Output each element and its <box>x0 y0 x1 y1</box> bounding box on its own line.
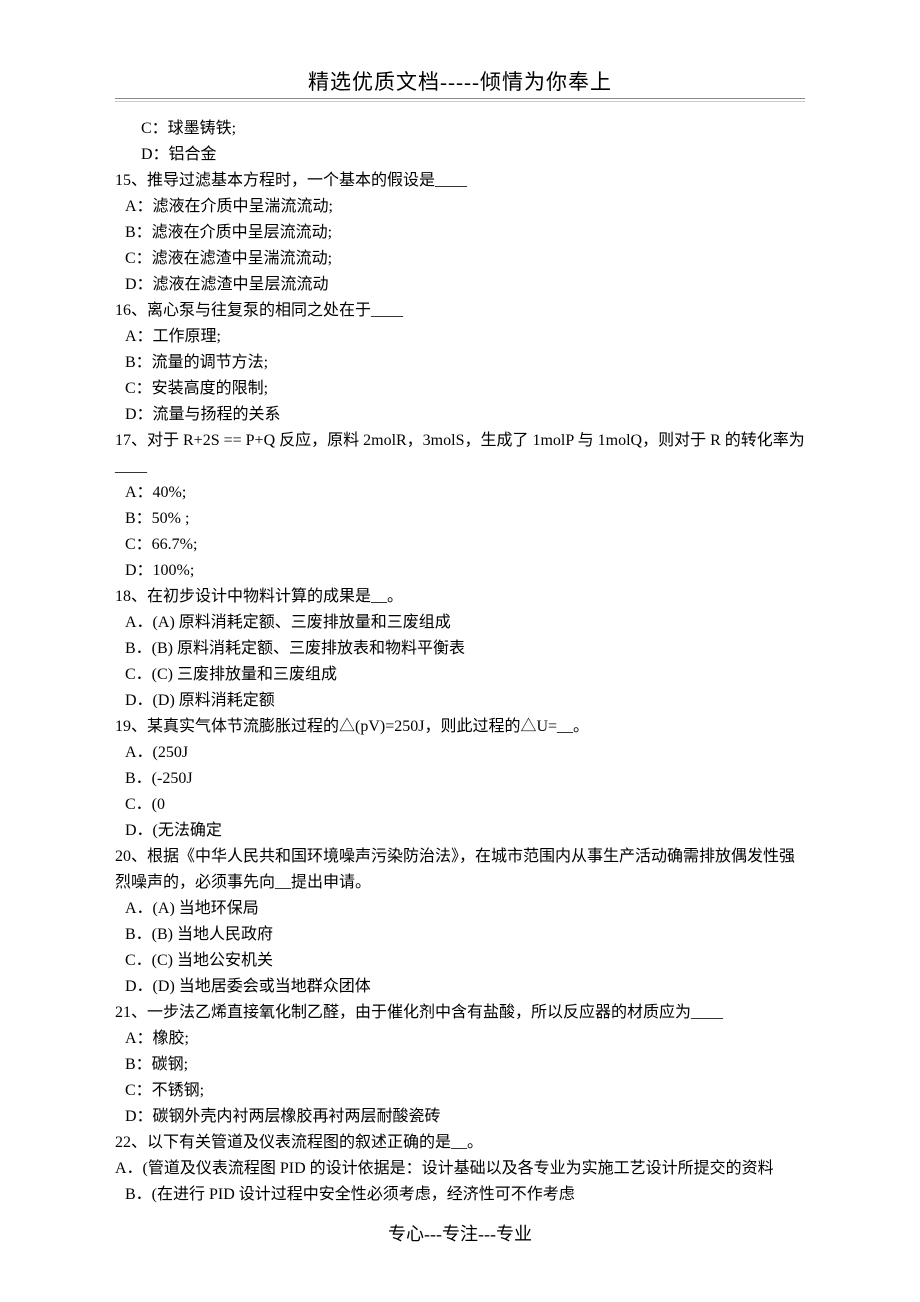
question: 20、根据《中华人民共和国环境噪声污染防治法》，在城市范围内从事生产活动确需排放… <box>115 844 805 896</box>
question-text: 22、以下有关管道及仪表流程图的叙述正确的是__。 <box>115 1134 483 1151</box>
option-text: D：滤液在滤渣中呈层流流动 <box>125 276 329 293</box>
option-text: A．(A) 当地环保局 <box>125 900 259 917</box>
question: 15、推导过滤基本方程时，一个基本的假设是____ <box>115 168 805 194</box>
question: 21、一步法乙烯直接氧化制乙醛，由于催化剂中含有盐酸，所以反应器的材质应为___… <box>115 1000 805 1026</box>
option-text: D：100%; <box>125 562 194 579</box>
answer-option: D．(D) 当地居委会或当地群众团体 <box>115 974 805 1000</box>
answer-option: B．(B) 当地人民政府 <box>115 922 805 948</box>
footer-text: 专心---专注---专业 <box>388 1224 532 1244</box>
answer-option: C：不锈钢; <box>115 1078 805 1104</box>
question: 19、某真实气体节流膨胀过程的△(pV)=250J，则此过程的△U=__。 <box>115 714 805 740</box>
option-text: D．(无法确定 <box>125 822 222 839</box>
answer-option: B．(B) 原料消耗定额、三废排放表和物料平衡表 <box>115 636 805 662</box>
question-text: 21、一步法乙烯直接氧化制乙醛，由于催化剂中含有盐酸，所以反应器的材质应为___… <box>115 1004 723 1021</box>
question-text: 16、离心泵与往复泵的相同之处在于____ <box>115 302 403 319</box>
question-text: 20、根据《中华人民共和国环境噪声污染防治法》，在城市范围内从事生产活动确需排放… <box>115 848 795 891</box>
page-header: 精选优质文档-----倾情为你奉上 <box>115 66 805 102</box>
answer-option: C：66.7%; <box>115 532 805 558</box>
question-text: 17、对于 R+2S == P+Q 反应，原料 2molR，3molS，生成了 … <box>115 432 805 475</box>
answer-option: D：100%; <box>115 558 805 584</box>
question-text: 18、在初步设计中物料计算的成果是__。 <box>115 588 403 605</box>
option-text: B：滤液在介质中呈层流流动; <box>125 224 332 241</box>
question: 18、在初步设计中物料计算的成果是__。 <box>115 584 805 610</box>
option-text: C：滤液在滤渣中呈湍流流动; <box>125 250 332 267</box>
prelude-option: C：球墨铸铁; <box>115 116 805 142</box>
option-text: D：碳钢外壳内衬两层橡胶再衬两层耐酸瓷砖 <box>125 1108 441 1125</box>
answer-option: A．(A) 原料消耗定额、三废排放量和三废组成 <box>115 610 805 636</box>
answer-option: C：安装高度的限制; <box>115 376 805 402</box>
option-text: A：橡胶; <box>125 1030 189 1047</box>
option-text: B．(-250J <box>125 770 193 787</box>
answer-option: C：滤液在滤渣中呈湍流流动; <box>115 246 805 272</box>
answer-option: A：滤液在介质中呈湍流流动; <box>115 194 805 220</box>
answer-option: B．(在进行 PID 设计过程中安全性必须考虑，经济性可不作考虑 <box>115 1182 805 1208</box>
answer-option: C．(C) 三废排放量和三废组成 <box>115 662 805 688</box>
answer-option: D．(无法确定 <box>115 818 805 844</box>
question-text: 15、推导过滤基本方程时，一个基本的假设是____ <box>115 172 467 189</box>
document-page: 精选优质文档-----倾情为你奉上 C：球墨铸铁; D：铝合金 15、推导过滤基… <box>0 0 920 1302</box>
option-text: D．(D) 原料消耗定额 <box>125 692 275 709</box>
option-text: A．(管道及仪表流程图 PID 的设计依据是：设计基础以及各专业为实施工艺设计所… <box>115 1160 774 1177</box>
option-text: B：碳钢; <box>125 1056 188 1073</box>
answer-option: D：流量与扬程的关系 <box>115 402 805 428</box>
option-text: C：66.7%; <box>125 536 197 553</box>
question: 22、以下有关管道及仪表流程图的叙述正确的是__。 <box>115 1130 805 1156</box>
answer-option: A．(250J <box>115 740 805 766</box>
option-text: A：滤液在介质中呈湍流流动; <box>125 198 333 215</box>
answer-option: A．(管道及仪表流程图 PID 的设计依据是：设计基础以及各专业为实施工艺设计所… <box>115 1156 805 1182</box>
header-text: 精选优质文档-----倾情为你奉上 <box>308 70 612 94</box>
answer-option: B．(-250J <box>115 766 805 792</box>
prelude-option: D：铝合金 <box>115 142 805 168</box>
option-text: B．(B) 当地人民政府 <box>125 926 273 943</box>
option-text: C：不锈钢; <box>125 1082 204 1099</box>
document-body: C：球墨铸铁; D：铝合金 15、推导过滤基本方程时，一个基本的假设是____ … <box>115 116 805 1208</box>
answer-option: D：碳钢外壳内衬两层橡胶再衬两层耐酸瓷砖 <box>115 1104 805 1130</box>
answer-option: D．(D) 原料消耗定额 <box>115 688 805 714</box>
answer-option: A：40%; <box>115 480 805 506</box>
option-text: C．(C) 当地公安机关 <box>125 952 273 969</box>
page-footer: 专心---专注---专业 <box>0 1220 920 1246</box>
answer-option: A：橡胶; <box>115 1026 805 1052</box>
answer-option: D：滤液在滤渣中呈层流流动 <box>115 272 805 298</box>
option-text: C：安装高度的限制; <box>125 380 268 397</box>
answer-option: B：碳钢; <box>115 1052 805 1078</box>
header-rule-light <box>115 101 805 102</box>
question: 16、离心泵与往复泵的相同之处在于____ <box>115 298 805 324</box>
answer-option: C．(0 <box>115 792 805 818</box>
question: 17、对于 R+2S == P+Q 反应，原料 2molR，3molS，生成了 … <box>115 428 805 480</box>
option-text: C．(0 <box>125 796 165 813</box>
option-text: D：铝合金 <box>125 146 217 163</box>
answer-option: C．(C) 当地公安机关 <box>115 948 805 974</box>
option-text: D：流量与扬程的关系 <box>125 406 281 423</box>
option-text: C：球墨铸铁; <box>125 120 236 137</box>
option-text: A：工作原理; <box>125 328 221 345</box>
answer-option: A．(A) 当地环保局 <box>115 896 805 922</box>
option-text: B．(B) 原料消耗定额、三废排放表和物料平衡表 <box>125 640 465 657</box>
option-text: B：流量的调节方法; <box>125 354 268 371</box>
answer-option: B：流量的调节方法; <box>115 350 805 376</box>
option-text: C．(C) 三废排放量和三废组成 <box>125 666 337 683</box>
answer-option: B：滤液在介质中呈层流流动; <box>115 220 805 246</box>
question-text: 19、某真实气体节流膨胀过程的△(pV)=250J，则此过程的△U=__。 <box>115 718 589 735</box>
answer-option: A：工作原理; <box>115 324 805 350</box>
option-text: A．(A) 原料消耗定额、三废排放量和三废组成 <box>125 614 451 631</box>
option-text: A．(250J <box>125 744 188 761</box>
option-text: B：50% ; <box>125 510 189 527</box>
option-text: D．(D) 当地居委会或当地群众团体 <box>125 978 371 995</box>
option-text: A：40%; <box>125 484 186 501</box>
option-text: B．(在进行 PID 设计过程中安全性必须考虑，经济性可不作考虑 <box>125 1186 575 1203</box>
answer-option: B：50% ; <box>115 506 805 532</box>
header-rule-dark <box>115 98 805 99</box>
